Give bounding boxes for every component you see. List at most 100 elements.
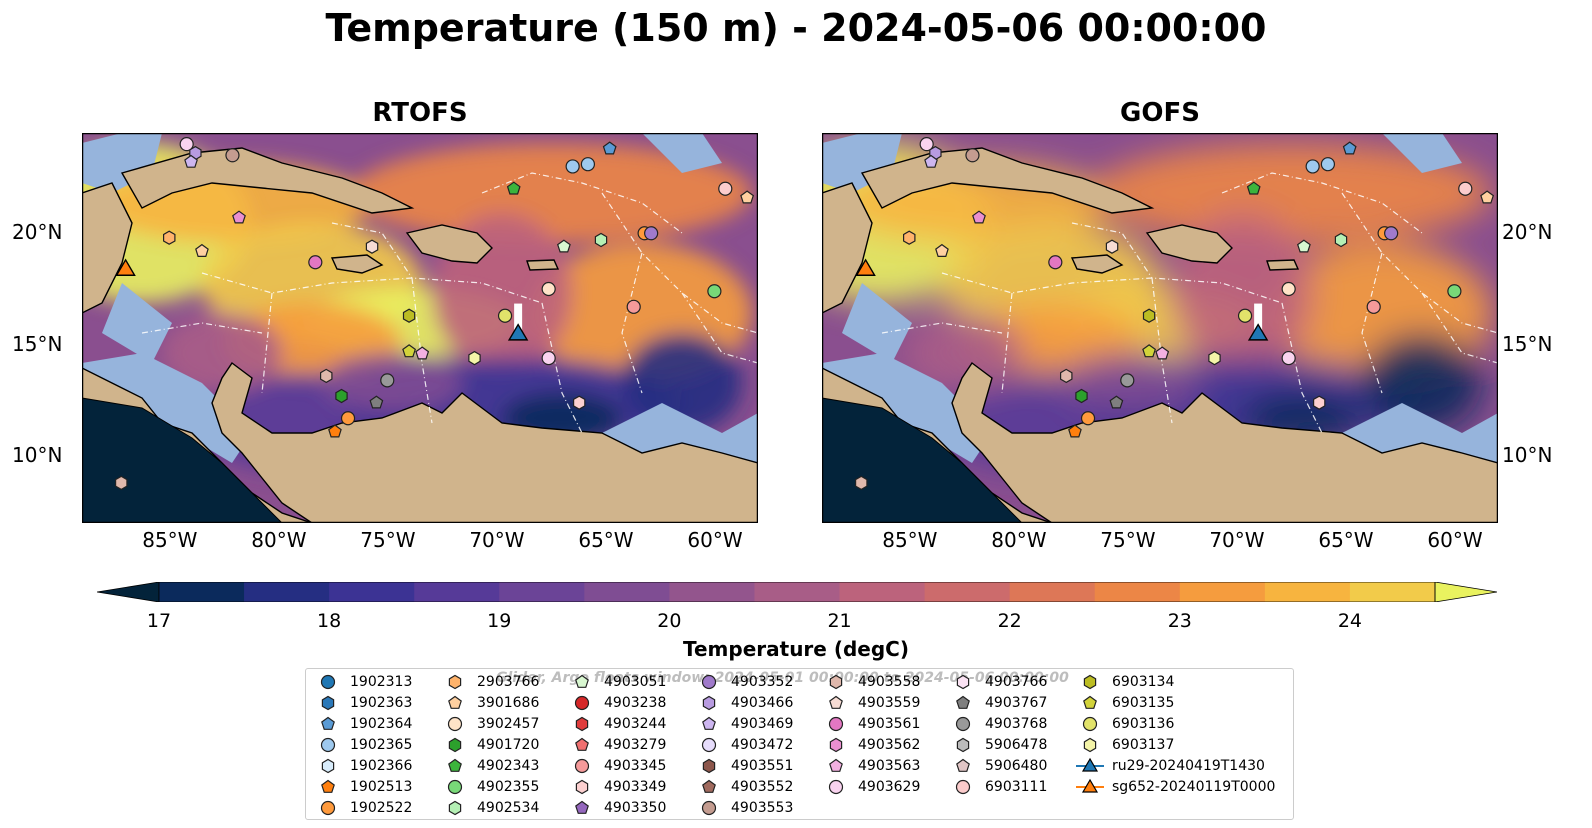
legend-item: 4903244 [568, 713, 666, 734]
float-marker [195, 243, 209, 258]
float-legend-icon [956, 695, 970, 709]
legend-label: 4903349 [604, 778, 667, 795]
float-marker [1281, 350, 1296, 366]
legend-marker [956, 695, 970, 709]
legend-column: 4903766 4903767 4903768 5906478 5906480 69031… [949, 671, 1047, 797]
legend-label: 4903559 [858, 694, 921, 711]
legend-item: 4903559 [822, 692, 920, 713]
legend-marker [448, 674, 462, 689]
float-legend-icon [574, 695, 590, 710]
legend-item: 6903137 [1076, 734, 1275, 755]
panel-title-rtofs: RTOFS [372, 98, 468, 128]
float-marker [1080, 411, 1096, 426]
colorbar-bin [754, 582, 841, 602]
legend-marker [702, 695, 716, 710]
legend-marker [1083, 695, 1097, 709]
float-marker [1480, 190, 1495, 204]
argo-floats [114, 137, 755, 491]
panel-title-gofs: GOFS [1120, 98, 1200, 128]
legend-marker [575, 800, 589, 814]
legend-marker [448, 695, 462, 709]
legend-label: 1902366 [350, 757, 413, 774]
eez-boundaries [881, 172, 1498, 434]
float-legend-icon [448, 737, 462, 752]
float-legend-icon [574, 758, 590, 773]
legend-marker [702, 716, 716, 730]
float-legend-icon [321, 695, 335, 710]
legend-label: 2903766 [477, 673, 540, 690]
float-legend-icon [1082, 716, 1098, 731]
float-marker [573, 395, 586, 410]
legend-marker [448, 737, 462, 752]
legend-item: 4903349 [568, 776, 666, 797]
legend-marker [575, 779, 589, 794]
legend-label: 4902355 [477, 778, 540, 795]
float-marker [162, 230, 176, 245]
legend-column: 4903051 4903238 4903244 4903279 4903345 49033… [568, 671, 666, 818]
legend-marker [448, 800, 462, 815]
legend-item: 4902343 [441, 755, 539, 776]
legend-item: 1902513 [314, 776, 412, 797]
legend-marker [1083, 674, 1097, 689]
float-marker [1142, 344, 1157, 358]
float-marker [340, 411, 356, 426]
legend-label: 4903551 [731, 757, 794, 774]
float-legend-icon [701, 737, 717, 752]
legend-marker [575, 674, 589, 688]
y-tick-label: 10°N [1502, 443, 1553, 468]
float-marker [225, 148, 240, 163]
float-marker [594, 232, 608, 248]
legend-item: 4903352 [695, 671, 793, 692]
float-marker [1246, 181, 1261, 195]
float-marker [541, 281, 556, 297]
legend-item: 4901720 [441, 734, 539, 755]
float-legend-icon [701, 674, 717, 689]
float-marker [902, 230, 916, 245]
float-marker [541, 350, 556, 366]
float-marker [556, 239, 571, 253]
float-marker [854, 475, 868, 491]
float-marker [114, 475, 128, 491]
map-canvas [822, 133, 1498, 523]
colorbar-bin [1349, 582, 1436, 602]
y-tick-label: 20°N [1502, 220, 1553, 245]
float-marker [1155, 346, 1170, 360]
legend-item: 1902366 [314, 755, 412, 776]
x-tick-label: 60°W [1427, 528, 1483, 552]
legend-label: 4903553 [731, 799, 794, 816]
legend-item: 4903051 [568, 671, 666, 692]
legend-marker [321, 779, 335, 793]
float-marker [919, 137, 934, 152]
legend-item: 4903766 [949, 671, 1047, 692]
float-marker [935, 243, 949, 258]
float-marker [468, 350, 481, 366]
pacific-region [822, 397, 1023, 523]
colorbar-extend-high [1434, 582, 1497, 602]
legend-marker [956, 674, 970, 689]
x-tick-label: 85°W [882, 528, 938, 552]
legend-label: 4903563 [858, 757, 921, 774]
legend-marker [701, 674, 717, 689]
colorbar-label: Temperature (degC) [683, 637, 909, 661]
float-legend-icon [828, 779, 844, 794]
legend-marker [575, 716, 589, 731]
float-legend-icon [447, 716, 463, 731]
legend-label: 4903279 [604, 736, 667, 753]
legend-marker [447, 716, 463, 731]
float-marker [415, 346, 430, 360]
float-marker [1120, 373, 1135, 388]
float-legend-icon [321, 758, 335, 773]
legend-item: 4903768 [949, 713, 1047, 734]
colorbar-bin [329, 582, 415, 602]
colorbar [97, 582, 1497, 602]
float-legend-icon [829, 674, 843, 689]
legend-marker [955, 779, 971, 794]
float-marker [1109, 395, 1124, 409]
colorbar-bin [244, 582, 330, 602]
float-marker [1334, 232, 1348, 248]
float-legend-icon [955, 779, 971, 794]
legend-item: 6903136 [1076, 713, 1275, 734]
legend-column: 4903352 4903466 4903469 4903472 4903551 49035… [695, 671, 793, 818]
legend-item: 6903134 [1076, 671, 1275, 692]
eez-boundaries [141, 172, 758, 434]
